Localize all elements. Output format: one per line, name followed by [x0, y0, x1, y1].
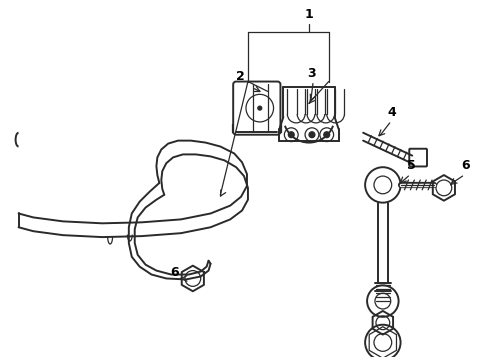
Circle shape	[309, 132, 315, 138]
Circle shape	[288, 132, 294, 138]
Text: 6: 6	[462, 159, 470, 172]
Text: 5: 5	[408, 159, 416, 172]
Text: 6: 6	[171, 266, 179, 279]
Circle shape	[324, 132, 330, 138]
Text: 4: 4	[388, 106, 396, 119]
Text: 1: 1	[305, 8, 314, 21]
Text: 2: 2	[236, 70, 245, 83]
Circle shape	[258, 106, 262, 110]
Text: 3: 3	[307, 67, 316, 80]
